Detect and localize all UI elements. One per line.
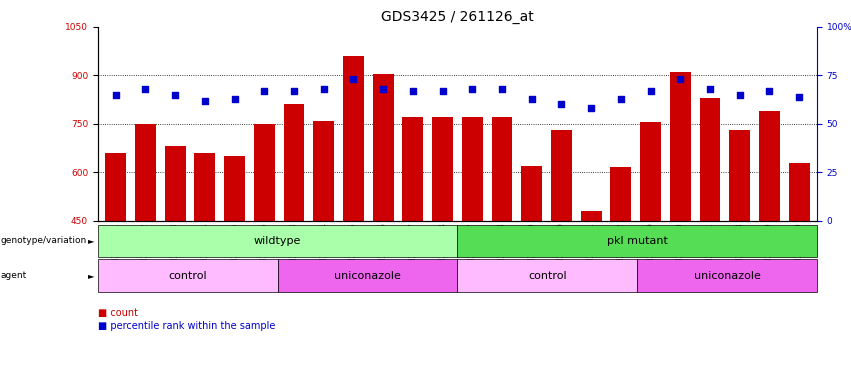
Text: ■ count: ■ count	[98, 308, 138, 318]
Bar	[522, 166, 542, 221]
Text: uniconazole: uniconazole	[334, 270, 401, 281]
Bar	[135, 124, 156, 221]
Point	[555, 101, 568, 108]
Point	[436, 88, 449, 94]
Text: ►: ►	[88, 271, 94, 280]
Point	[109, 92, 123, 98]
Bar	[194, 153, 215, 221]
Bar	[670, 72, 691, 221]
Point	[228, 96, 242, 102]
Bar	[789, 163, 809, 221]
Point	[258, 88, 271, 94]
Text: pkl mutant: pkl mutant	[607, 236, 668, 246]
Point	[495, 86, 509, 92]
Bar	[551, 130, 572, 221]
Point	[733, 92, 746, 98]
Bar	[106, 153, 126, 221]
Bar	[700, 98, 721, 221]
Point	[643, 88, 657, 94]
Text: control: control	[528, 270, 567, 281]
Point	[465, 86, 479, 92]
Bar	[343, 56, 364, 221]
Text: agent: agent	[1, 271, 27, 280]
Bar	[165, 146, 186, 221]
Point	[585, 105, 598, 111]
Bar	[403, 118, 423, 221]
Bar	[580, 211, 602, 221]
Text: ►: ►	[88, 237, 94, 245]
Text: genotype/variation: genotype/variation	[1, 237, 87, 245]
Bar	[640, 122, 661, 221]
Bar	[283, 104, 305, 221]
Bar	[759, 111, 780, 221]
Point	[317, 86, 330, 92]
Text: uniconazole: uniconazole	[694, 270, 761, 281]
Point	[168, 92, 182, 98]
Bar	[224, 156, 245, 221]
Point	[703, 86, 717, 92]
Point	[762, 88, 776, 94]
Point	[406, 88, 420, 94]
Text: ■ percentile rank within the sample: ■ percentile rank within the sample	[98, 321, 275, 331]
Point	[525, 96, 539, 102]
Bar	[432, 118, 453, 221]
Point	[139, 86, 152, 92]
Bar	[313, 121, 334, 221]
Point	[346, 76, 360, 82]
Point	[673, 76, 687, 82]
Point	[376, 86, 390, 92]
Point	[287, 88, 300, 94]
Bar	[373, 74, 393, 221]
Text: wildtype: wildtype	[254, 236, 301, 246]
Title: GDS3425 / 261126_at: GDS3425 / 261126_at	[381, 10, 534, 25]
Text: control: control	[168, 270, 207, 281]
Bar	[254, 124, 275, 221]
Point	[792, 94, 806, 100]
Bar	[492, 118, 512, 221]
Bar	[729, 130, 750, 221]
Point	[614, 96, 628, 102]
Bar	[462, 118, 483, 221]
Point	[198, 98, 212, 104]
Bar	[610, 167, 631, 221]
